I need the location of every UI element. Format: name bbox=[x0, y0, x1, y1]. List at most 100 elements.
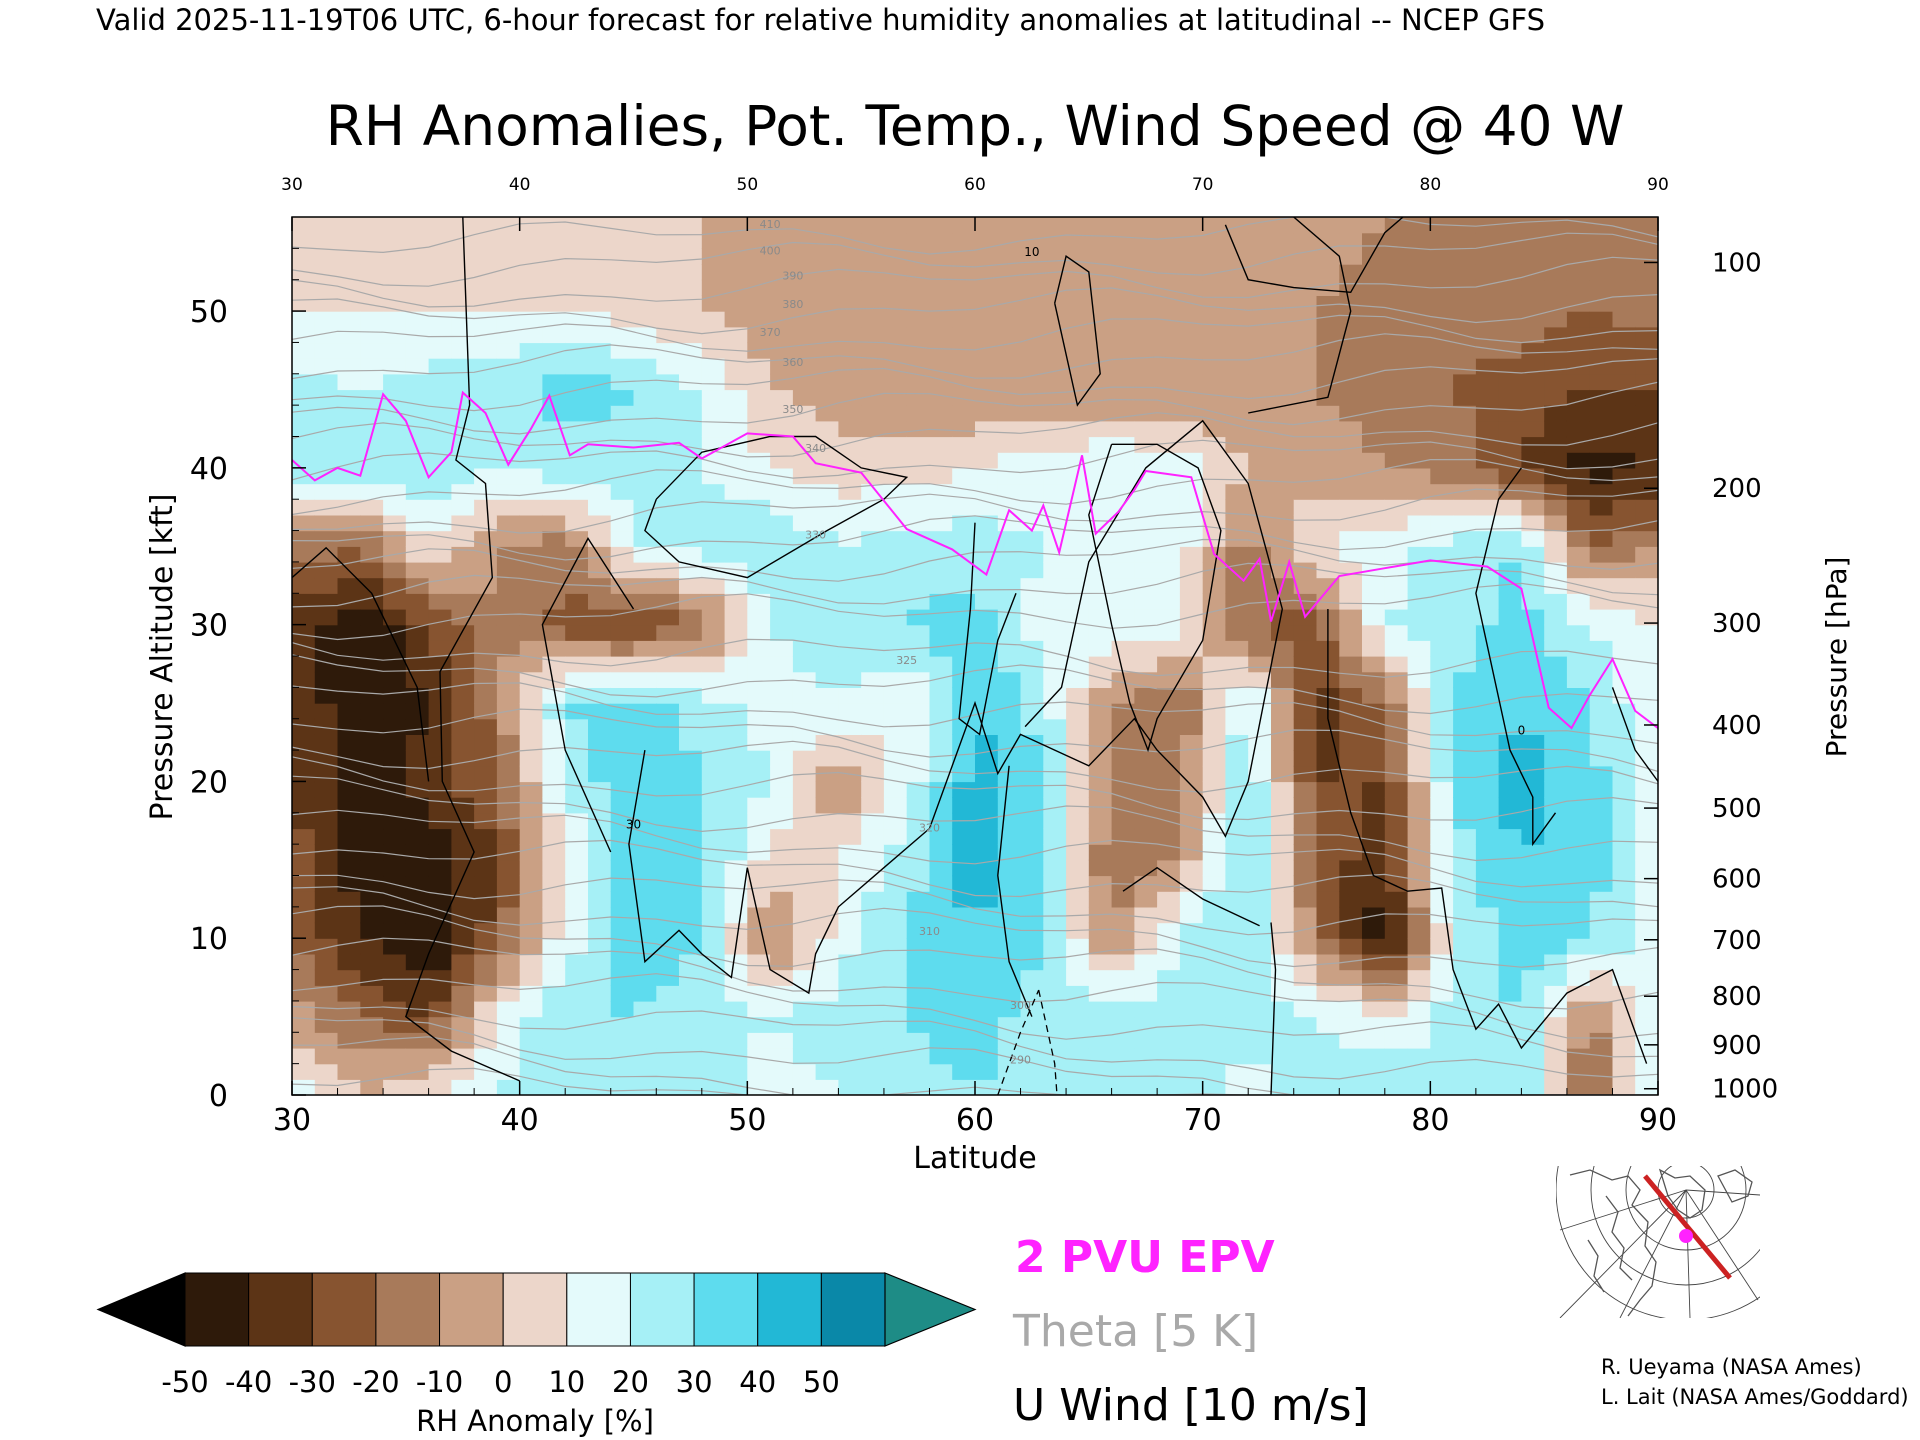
rh-cell bbox=[542, 311, 566, 328]
rh-cell bbox=[496, 781, 521, 798]
rh-cell bbox=[1066, 373, 1090, 391]
rh-cell bbox=[1384, 891, 1409, 908]
rh-cell bbox=[1589, 217, 1614, 234]
rh-cell bbox=[1088, 420, 1113, 438]
rh-cell bbox=[1407, 405, 1431, 422]
rh-cell bbox=[1521, 577, 1545, 594]
rh-cell bbox=[1316, 765, 1340, 783]
rh-cell bbox=[997, 891, 1022, 908]
rh-cell bbox=[1134, 405, 1158, 422]
rh-cell bbox=[519, 656, 544, 673]
rh-cell bbox=[565, 389, 589, 406]
rh-cell bbox=[679, 483, 703, 500]
rh-cell bbox=[1566, 405, 1591, 422]
rh-cell bbox=[360, 969, 384, 986]
rh-cell bbox=[633, 687, 657, 704]
rh-cell bbox=[1407, 499, 1431, 516]
rh-cell bbox=[565, 358, 589, 375]
rh-cell bbox=[929, 609, 953, 626]
rh-cell bbox=[1407, 326, 1431, 344]
rh-cell bbox=[770, 938, 794, 955]
rh-cell bbox=[701, 640, 726, 657]
rh-cell bbox=[428, 1063, 452, 1080]
rh-cell bbox=[1453, 640, 1477, 657]
rh-cell bbox=[1248, 609, 1272, 626]
rh-cell bbox=[1453, 593, 1477, 610]
rh-cell bbox=[1339, 671, 1363, 688]
rh-cell bbox=[1589, 295, 1614, 312]
rh-cell bbox=[474, 1032, 498, 1049]
rh-cell bbox=[1384, 609, 1409, 626]
rh-cell bbox=[292, 671, 316, 688]
rh-cell bbox=[1339, 452, 1363, 469]
rh-cell bbox=[1498, 577, 1522, 594]
rh-cell bbox=[519, 640, 544, 657]
rh-cell bbox=[1566, 1048, 1591, 1065]
rh-cell bbox=[1202, 358, 1227, 375]
rh-cell bbox=[496, 232, 521, 249]
rh-cell bbox=[383, 593, 407, 610]
rh-cell bbox=[1544, 483, 1568, 500]
rh-cell bbox=[474, 640, 498, 657]
rh-cell bbox=[1316, 483, 1340, 500]
rh-cell bbox=[1111, 687, 1135, 704]
rh-cell bbox=[1407, 389, 1431, 406]
rh-cell bbox=[656, 1048, 680, 1065]
rh-cell bbox=[861, 593, 885, 610]
rh-cell bbox=[588, 906, 612, 924]
pressure-tick-label: 1000 bbox=[1712, 1075, 1778, 1105]
rh-cell bbox=[1225, 734, 1249, 751]
rh-cell bbox=[496, 279, 521, 296]
rh-cell bbox=[1612, 279, 1636, 296]
rh-cell bbox=[1316, 467, 1340, 485]
colorbar-bin bbox=[820, 1272, 886, 1347]
rh-cell bbox=[1134, 844, 1158, 861]
rh-cell bbox=[1225, 640, 1249, 657]
rh-cell bbox=[815, 279, 839, 296]
rh-cell bbox=[1430, 844, 1454, 861]
rh-cell bbox=[975, 405, 999, 422]
rh-cell bbox=[997, 656, 1022, 673]
rh-cell bbox=[1566, 326, 1591, 344]
rh-cell bbox=[519, 969, 544, 986]
map-location-marker bbox=[1679, 1229, 1693, 1243]
rh-cell bbox=[1453, 1032, 1477, 1049]
rh-cell bbox=[1066, 781, 1090, 798]
rh-cell bbox=[519, 311, 544, 328]
rh-cell bbox=[1362, 922, 1386, 939]
rh-cell bbox=[1384, 420, 1409, 438]
rh-cell bbox=[610, 765, 635, 783]
rh-cell bbox=[883, 1016, 908, 1033]
rh-cell bbox=[1043, 906, 1067, 924]
rh-cell bbox=[451, 953, 475, 971]
theta-contour bbox=[292, 287, 1658, 335]
rh-cell bbox=[1020, 326, 1044, 344]
rh-cell bbox=[1293, 734, 1318, 751]
rh-cell bbox=[383, 687, 407, 704]
rh-cell bbox=[1635, 499, 1658, 516]
rh-cell bbox=[656, 656, 680, 673]
rh-cell bbox=[747, 938, 771, 955]
rh-cell bbox=[1179, 248, 1204, 265]
rh-cell bbox=[792, 420, 817, 438]
rh-cell bbox=[633, 891, 657, 908]
rh-cell bbox=[1544, 624, 1568, 641]
rh-cell bbox=[838, 969, 862, 986]
rh-cell bbox=[1225, 718, 1249, 735]
rh-cell bbox=[1521, 420, 1545, 438]
rh-cell bbox=[747, 891, 771, 908]
rh-cell bbox=[1043, 844, 1067, 861]
colorbar-over-arrow bbox=[884, 1272, 977, 1347]
rh-cell bbox=[1111, 405, 1135, 422]
rh-cell bbox=[383, 467, 407, 485]
rh-cell bbox=[1202, 891, 1227, 908]
rh-cell bbox=[883, 687, 908, 704]
rh-cell bbox=[633, 797, 657, 814]
rh-cell bbox=[1362, 750, 1386, 767]
colorbar-tick-label: -50 bbox=[161, 1365, 208, 1399]
rh-cell bbox=[997, 358, 1022, 375]
rh-cell bbox=[1339, 436, 1363, 453]
rh-cell bbox=[1384, 938, 1409, 955]
rh-cell bbox=[565, 922, 589, 939]
rh-cell bbox=[1544, 311, 1568, 328]
